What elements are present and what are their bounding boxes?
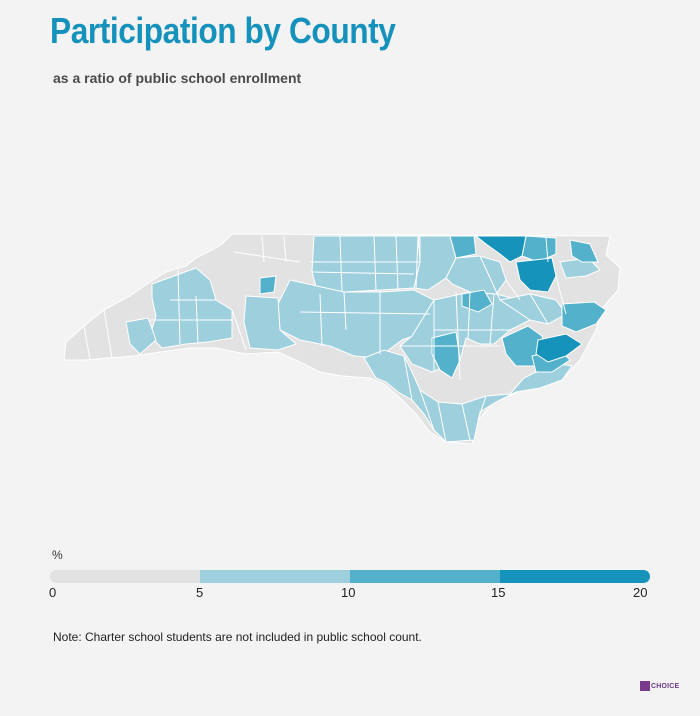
county-borders — [83, 235, 567, 443]
county-region — [535, 333, 583, 363]
county-region — [474, 235, 527, 263]
legend-tick-10: 10 — [341, 585, 356, 600]
county-map — [63, 233, 621, 445]
county-region — [243, 295, 297, 351]
county-region — [259, 275, 277, 295]
legend-unit: % — [52, 548, 63, 562]
legend-segment-5-10 — [200, 570, 350, 583]
county-region — [311, 235, 421, 295]
counties-high — [474, 235, 583, 363]
county-region — [431, 331, 461, 379]
county-region — [125, 317, 157, 355]
legend-tick-5: 5 — [196, 585, 204, 600]
counties-low — [125, 235, 601, 443]
county-region — [149, 267, 233, 349]
county-region — [445, 255, 507, 295]
logo-mark-icon — [640, 681, 650, 691]
logo-text: CHOICE — [651, 682, 680, 690]
page-title: Participation by County — [50, 10, 396, 51]
county-region — [569, 239, 599, 263]
county-region — [449, 235, 477, 259]
legend-tick-15: 15 — [491, 585, 506, 600]
legend-segment-15-20 — [500, 570, 650, 583]
county-region — [561, 301, 607, 333]
legend-tick-20: 20 — [633, 585, 648, 600]
brand-logo: CHOICE — [640, 681, 679, 691]
county-region — [515, 257, 557, 293]
page-subtitle: as a ratio of public school enrollment — [53, 70, 302, 86]
legend-tick-0: 0 — [49, 585, 57, 600]
legend-color-bar — [50, 570, 650, 583]
legend-segment-0-5 — [50, 570, 200, 583]
legend-segment-10-15 — [350, 570, 500, 583]
footnote: Note: Charter school students are not in… — [53, 630, 422, 644]
county-region — [363, 349, 573, 443]
county-region — [277, 279, 435, 359]
